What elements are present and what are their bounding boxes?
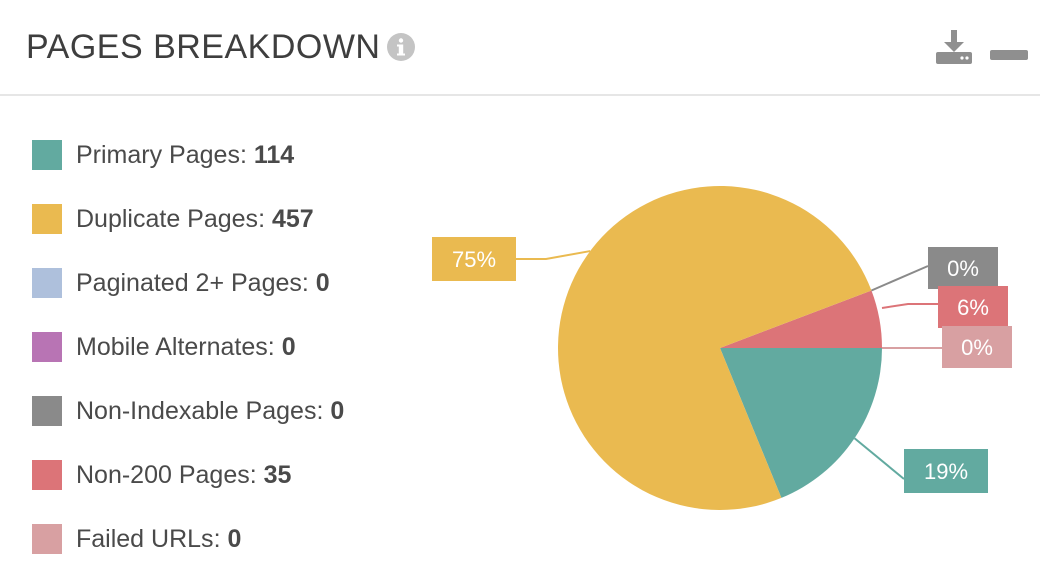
slice-label-box [432, 237, 516, 281]
legend-item-failed-urls[interactable]: Failed URLs: 0 [32, 519, 241, 559]
connector-line-primary-pages [853, 437, 905, 480]
slice-label-non-200-pages: 6% [938, 286, 1008, 328]
pie-slice-duplicate-pages[interactable] [558, 186, 872, 511]
legend-item-non-indexable-pages[interactable]: Non-Indexable Pages: 0 [32, 391, 344, 431]
pie-slice-non-200-pages[interactable] [720, 290, 882, 348]
slice-label-box [928, 247, 998, 289]
legend-swatch [32, 460, 62, 490]
legend-value: 35 [263, 460, 292, 489]
pie-slice-primary-pages[interactable] [720, 348, 882, 498]
slice-label-text: 6% [957, 295, 989, 320]
legend-value: 0 [281, 332, 296, 361]
legend-label: Failed URLs [76, 524, 214, 553]
legend-label: Paginated 2+ Pages [76, 268, 302, 297]
legend-swatch [32, 268, 62, 298]
slice-label-box [938, 286, 1008, 328]
legend-label: Non-Indexable Pages [76, 396, 317, 425]
legend-swatch [32, 204, 62, 234]
legend-label: Non-200 Pages [76, 460, 250, 489]
legend-label: Mobile Alternates [76, 332, 268, 361]
legend-value: 114 [253, 140, 295, 169]
slice-label-failed-urls: 0% [942, 326, 1012, 368]
legend-swatch [32, 332, 62, 362]
legend-swatch [32, 524, 62, 554]
legend-item-non-200-pages[interactable]: Non-200 Pages: 35 [32, 455, 291, 495]
legend-swatch [32, 140, 62, 170]
slice-label-primary-pages: 19% [904, 449, 988, 493]
download-icon[interactable] [936, 30, 972, 64]
slice-label-non-indexable-pages: 0% [928, 247, 998, 289]
slice-label-box [904, 449, 988, 493]
legend-value: 0 [315, 268, 330, 297]
panel-title: PAGES BREAKDOWN [26, 28, 381, 66]
pie-chart: 19% 75% 0% 6% 0% [432, 186, 1012, 511]
connector-line-duplicate-pages [516, 250, 591, 260]
slice-label-text: 0% [947, 256, 979, 281]
legend-value: 0 [227, 524, 242, 553]
legend-value: 0 [330, 396, 345, 425]
legend-item-duplicate-pages[interactable]: Duplicate Pages: 457 [32, 199, 314, 239]
slice-label-text: 0% [961, 335, 993, 360]
slice-label-text: 19% [924, 459, 968, 484]
slice-label-text: 75% [452, 247, 496, 272]
connector-line-non-200-pages [881, 303, 938, 309]
legend-item-paginated-pages[interactable]: Paginated 2+ Pages: 0 [32, 263, 330, 303]
connector-line-non-indexable-pages [871, 265, 929, 292]
legend-label: Primary Pages [76, 140, 240, 169]
slice-label-duplicate-pages: 75% [432, 237, 516, 281]
legend-label: Duplicate Pages [76, 204, 259, 233]
slice-label-box [942, 326, 1012, 368]
legend-item-primary-pages[interactable]: Primary Pages: 114 [32, 135, 294, 175]
legend-item-mobile-alternates[interactable]: Mobile Alternates: 0 [32, 327, 296, 367]
info-icon[interactable] [386, 32, 416, 62]
legend-swatch [32, 396, 62, 426]
panel-header: PAGES BREAKDOWN [0, 0, 1040, 96]
minimize-icon[interactable] [990, 50, 1028, 60]
legend-value: 457 [271, 204, 314, 233]
